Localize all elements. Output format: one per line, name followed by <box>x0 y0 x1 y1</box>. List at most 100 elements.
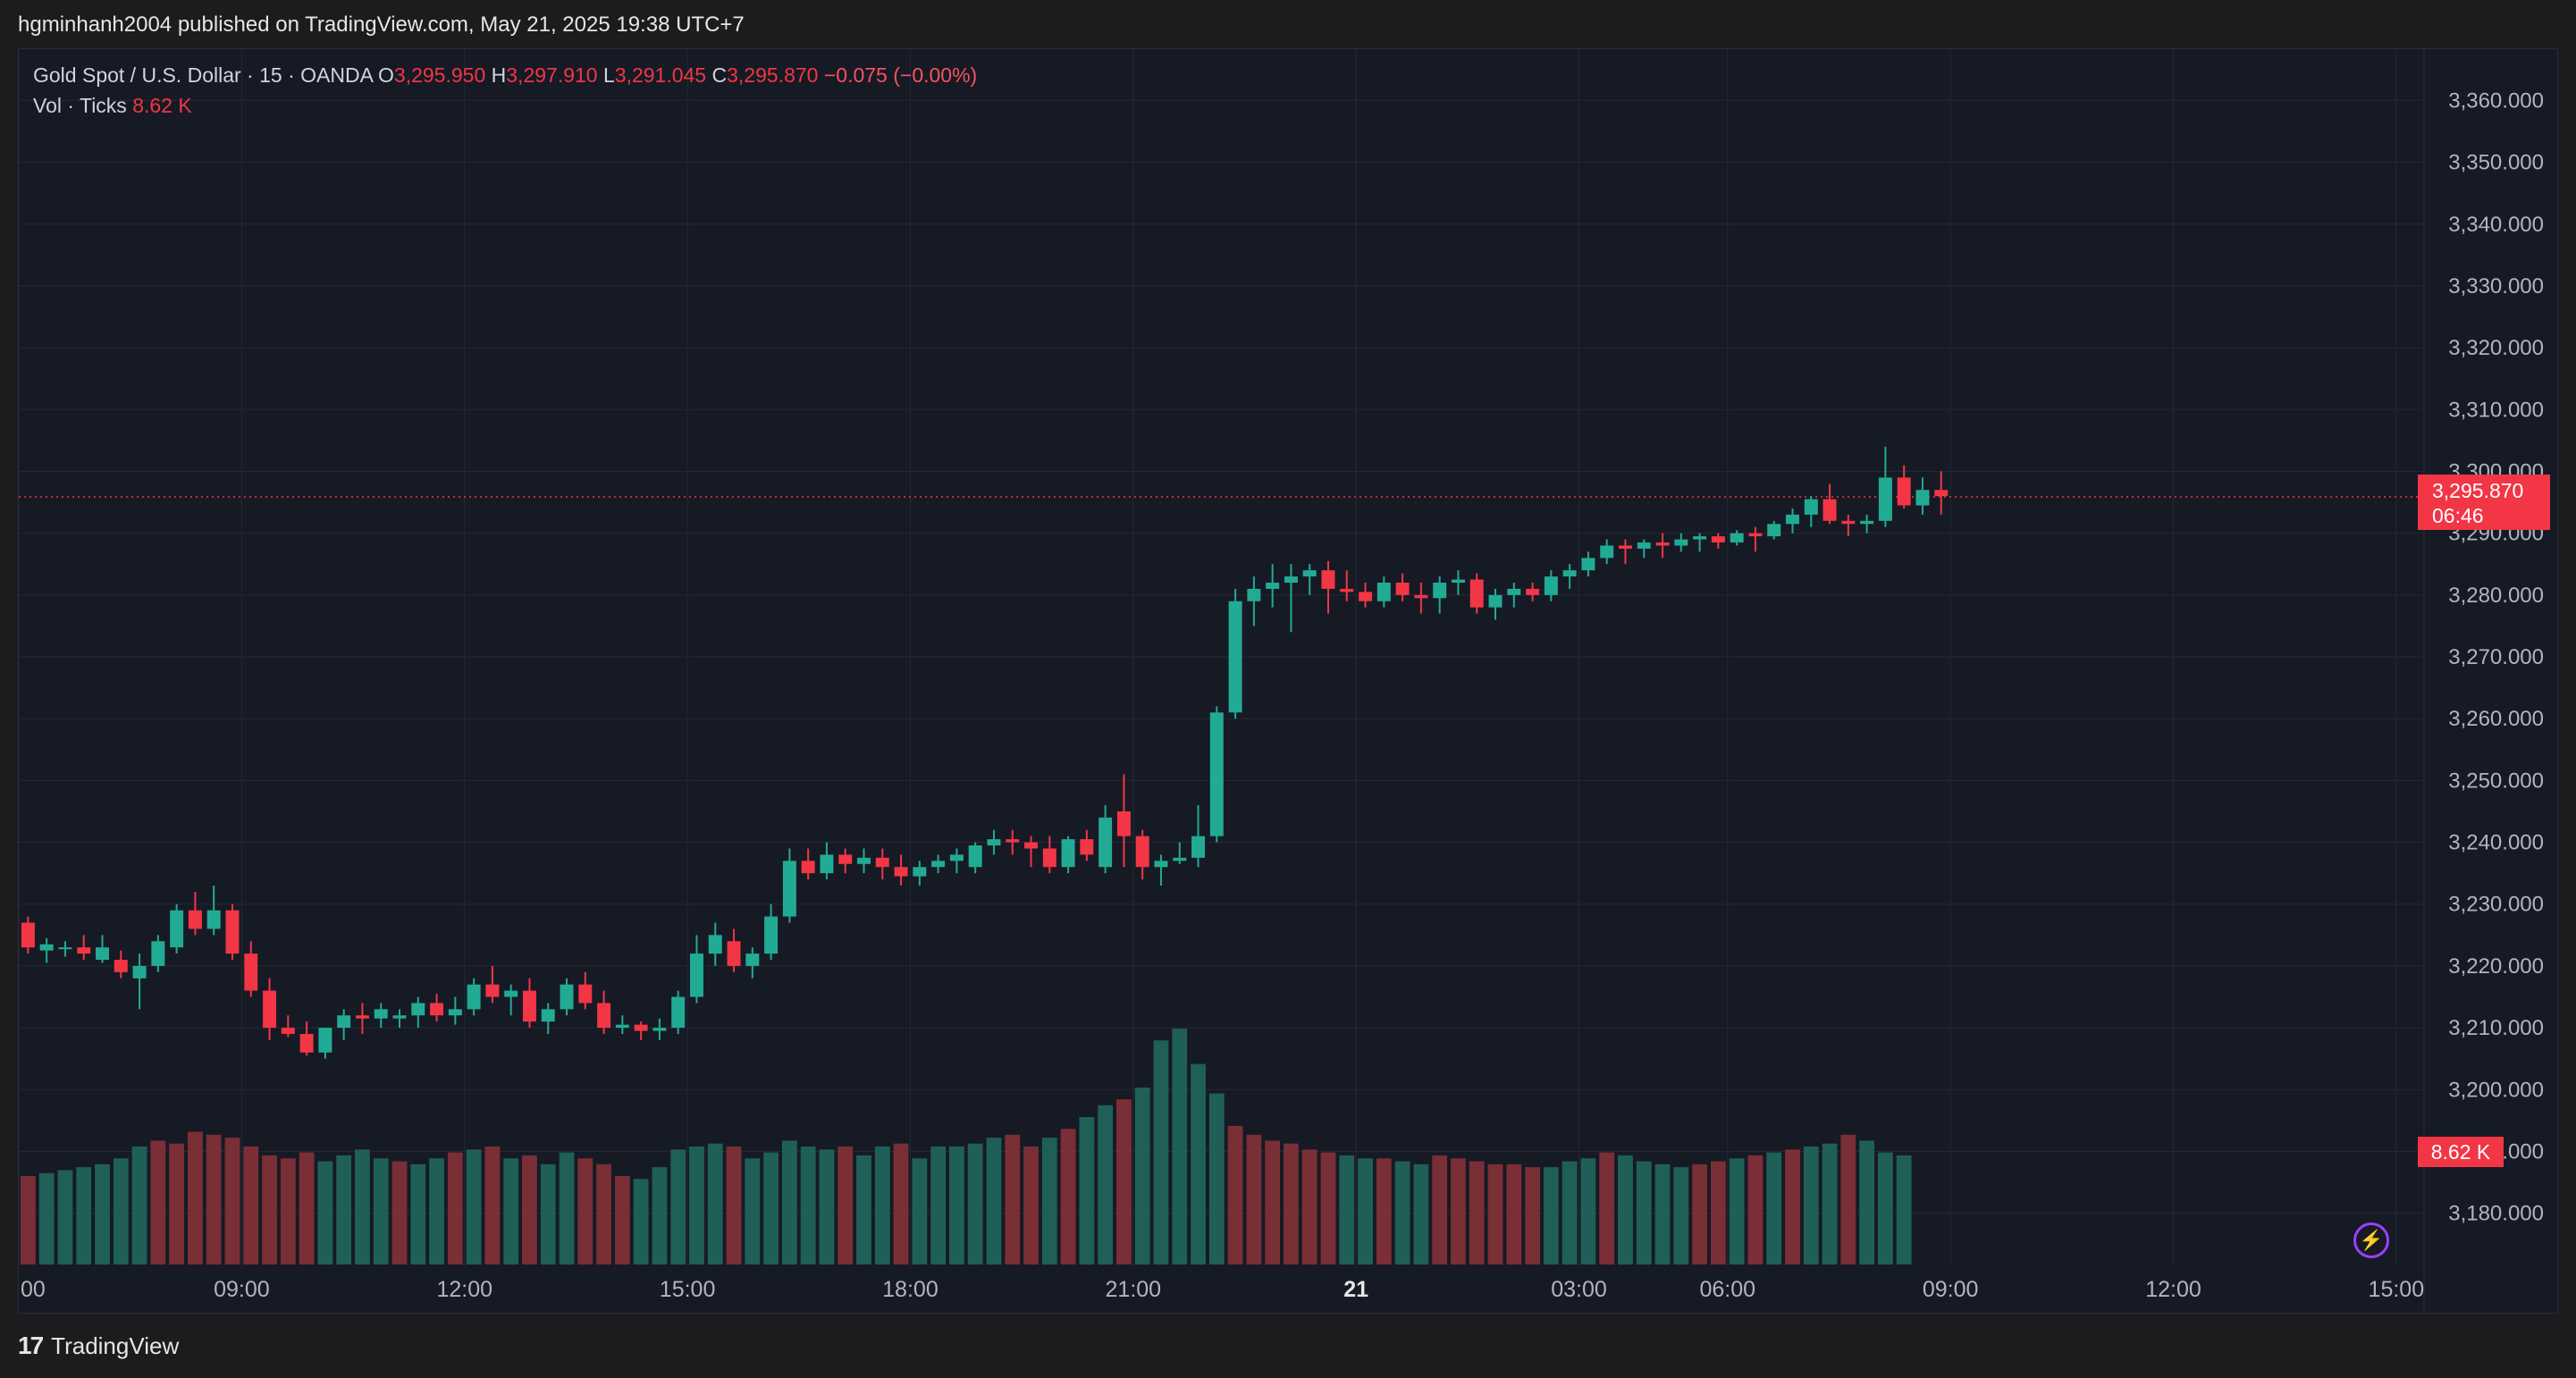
candle-body <box>1359 592 1373 601</box>
y-tick-label: 3,260.000 <box>2448 707 2544 731</box>
x-tick-label: 00 <box>21 1277 46 1302</box>
price-chart[interactable]: 3,180.0003,190.0003,200.0003,210.0003,22… <box>19 49 2559 1315</box>
volume-bar <box>1079 1117 1095 1265</box>
close-label: C <box>711 63 728 87</box>
tradingview-mark-icon: 17 <box>18 1332 44 1359</box>
open-value: 3,295.950 <box>393 63 486 87</box>
candle-body <box>170 910 184 948</box>
volume-bar <box>967 1143 983 1265</box>
volume-bar <box>1487 1164 1503 1265</box>
volume-bar <box>1172 1029 1188 1265</box>
volume-bar <box>21 1176 36 1265</box>
y-tick-label: 3,350.000 <box>2448 151 2544 175</box>
candle-body <box>894 867 908 877</box>
volume-bar <box>1208 1093 1225 1265</box>
chart-pane[interactable]: 3,180.0003,190.0003,200.0003,210.0003,22… <box>18 48 2559 1315</box>
volume-bar <box>633 1179 649 1265</box>
candle-body <box>764 916 779 954</box>
candle-body <box>949 854 964 861</box>
volume-bar <box>1729 1158 1745 1265</box>
candle-body <box>151 941 165 966</box>
volume-bar <box>1543 1167 1559 1265</box>
volume-bar <box>1692 1164 1707 1265</box>
volume-bar <box>262 1155 277 1265</box>
x-tick-label: 03:00 <box>1551 1277 1607 1302</box>
volume-bar <box>1320 1152 1336 1265</box>
volume-bar <box>150 1140 166 1265</box>
candle-body <box>1173 857 1187 861</box>
volume-bar <box>1654 1164 1671 1265</box>
candle-body <box>578 984 593 1004</box>
volume-legend: Vol · Ticks 8.62 K <box>33 94 192 118</box>
candle-body <box>1228 601 1242 713</box>
candle-body <box>299 1034 314 1053</box>
volume-bar <box>745 1158 761 1265</box>
symbol-label: Gold Spot / U.S. Dollar · 15 · OANDA <box>33 63 373 87</box>
tradingview-logo[interactable]: 17 TradingView <box>18 1332 179 1360</box>
candle-body <box>1080 839 1094 855</box>
volume-bar <box>1358 1158 1373 1265</box>
candle-body <box>708 935 722 954</box>
candle-body <box>21 922 35 948</box>
candle-body <box>634 1024 648 1031</box>
change-value: −0.075 (−0.00%) <box>823 63 978 87</box>
volume-bar <box>447 1152 463 1265</box>
volume-bar <box>800 1147 816 1265</box>
x-tick-label: 06:00 <box>1699 1277 1755 1302</box>
volume-bar <box>1041 1138 1057 1265</box>
volume-bar <box>95 1164 110 1265</box>
candle-body <box>1897 477 1911 506</box>
candle-body <box>838 854 853 864</box>
candle-body <box>1693 536 1707 540</box>
candle-body <box>1451 579 1465 584</box>
x-tick-label: 12:00 <box>436 1277 492 1302</box>
candle-body <box>1284 576 1298 584</box>
y-tick-label: 3,280.000 <box>2448 584 2544 608</box>
candle-body <box>1266 583 1280 589</box>
candle-body <box>1841 520 1856 525</box>
ohlc-legend: Gold Spot / U.S. Dollar · 15 · OANDA O3,… <box>33 63 977 88</box>
volume-bar <box>596 1164 611 1265</box>
candle-body <box>1767 524 1781 537</box>
candle-body <box>504 990 518 997</box>
volume-bar <box>652 1167 668 1265</box>
volume-bar <box>1785 1149 1800 1265</box>
candle-body <box>1099 817 1113 868</box>
volume-label: Vol · Ticks <box>33 94 127 117</box>
volume-bar <box>1005 1134 1021 1265</box>
volume-bar <box>1376 1158 1392 1265</box>
candle-body <box>689 954 703 997</box>
lightning-icon[interactable]: ⚡ <box>2353 1223 2389 1258</box>
tradingview-brand: TradingView <box>51 1332 180 1359</box>
volume-bar <box>1116 1099 1132 1265</box>
y-tick-label: 3,360.000 <box>2448 88 2544 113</box>
candle-body <box>1618 545 1632 549</box>
volume-bar <box>206 1134 222 1265</box>
x-tick-label: 21 <box>1343 1277 1368 1302</box>
volume-bar <box>1747 1155 1764 1265</box>
close-value: 3,295.870 <box>727 63 819 87</box>
volume-bar <box>1859 1140 1874 1265</box>
candle-body <box>597 1003 611 1029</box>
candle-body <box>1711 536 1725 543</box>
candle-body <box>1804 499 1818 515</box>
volume-bar <box>874 1147 890 1265</box>
y-tick-label: 3,210.000 <box>2448 1016 2544 1040</box>
volume-bar <box>986 1138 1002 1265</box>
candle-body <box>913 867 927 877</box>
volume-bar <box>131 1147 147 1265</box>
volume-bar <box>1413 1164 1429 1265</box>
x-tick-label: 21:00 <box>1106 1277 1162 1302</box>
x-tick-label: 15:00 <box>660 1277 716 1302</box>
candle-body <box>1433 583 1447 599</box>
candle-body <box>1581 558 1595 571</box>
high-value: 3,297.910 <box>506 63 598 87</box>
candle-body <box>1247 588 1261 601</box>
volume-bar <box>373 1158 389 1265</box>
candle-body <box>244 954 258 991</box>
volume-bar <box>38 1172 55 1265</box>
candle-body <box>875 857 889 868</box>
volume-bar <box>763 1152 779 1265</box>
candle-body <box>1302 570 1317 577</box>
volume-bar <box>299 1152 315 1265</box>
